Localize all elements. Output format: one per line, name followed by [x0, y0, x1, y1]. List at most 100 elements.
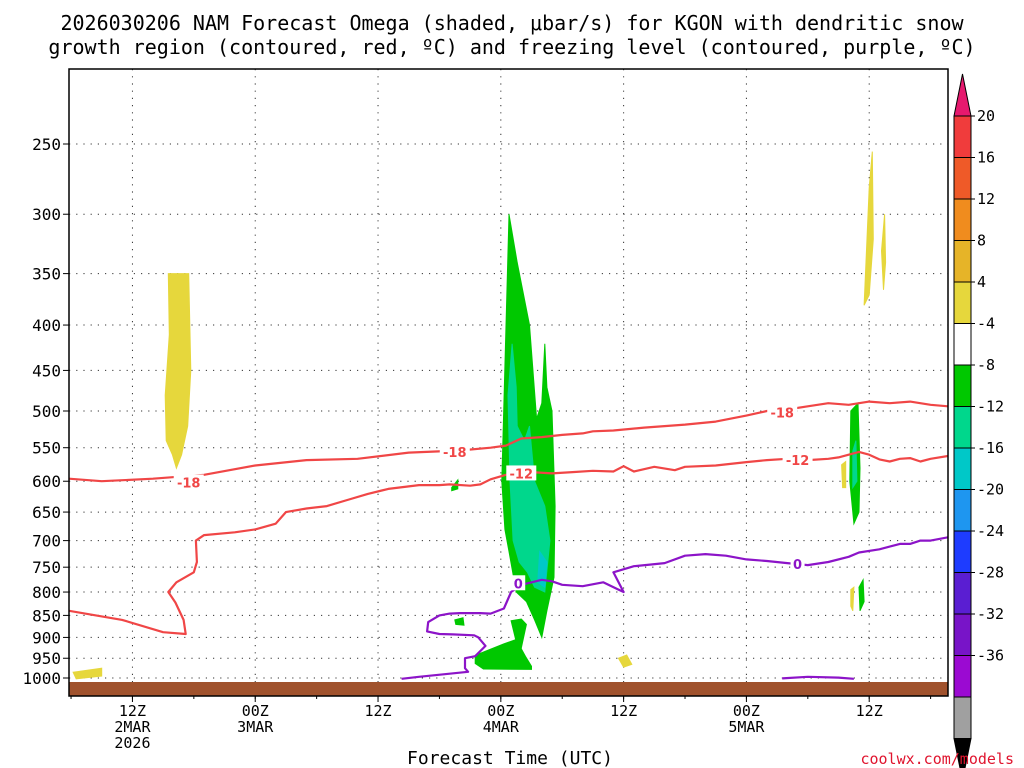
contour-labels: -18 -18 -18 -12 -12 0 0	[173, 404, 813, 592]
contour-label-0-2: -18	[770, 407, 794, 422]
colorbar: 20 16 12 8 4 -4 -8 -12 -16 -20 -24 -28 -32 -36	[953, 73, 1004, 768]
omega-region-4-0	[164, 273, 192, 470]
colorbar-segment-12	[953, 572, 972, 615]
omega-region--8-2	[510, 618, 527, 649]
omega-region-4-1	[72, 667, 103, 680]
contour-line-3	[782, 675, 854, 680]
colorbar-segment-4	[953, 240, 972, 283]
y-tick-label-250: 250	[32, 135, 61, 154]
x-tick-label-0-2: 2026	[114, 734, 150, 752]
colorbar-segment-5	[953, 281, 972, 324]
contour-line-0	[69, 400, 948, 483]
colorbar-segment-11	[953, 530, 972, 573]
contour-lines	[69, 400, 948, 680]
colorbar-label-13: -36	[977, 647, 1004, 665]
omega-region-4-4	[841, 460, 847, 489]
contour-label-0-0: -18	[177, 477, 201, 492]
y-tick-label-1000: 1000	[22, 669, 61, 688]
contour-label-1-1: -12	[786, 454, 810, 469]
colorbar-label-4: 4	[977, 273, 986, 291]
contour-label-2-1: 0	[793, 558, 802, 573]
y-axis: 250 300 350 400 450 500 550 600 650 700 750 800 850 9…	[22, 135, 69, 688]
omega-region--8-4	[454, 617, 465, 626]
y-tick-label-600: 600	[32, 472, 61, 491]
colorbar-segment-14	[953, 655, 972, 698]
colorbar-segment-2	[953, 157, 972, 200]
colorbar-top-arrow	[953, 73, 972, 117]
y-tick-label-500: 500	[32, 402, 61, 421]
y-tick-label-950: 950	[32, 649, 61, 668]
colorbar-segment-3	[953, 198, 972, 241]
x-tick-label-6-0: 12Z	[856, 702, 883, 720]
colorbar-label-8: -16	[977, 439, 1004, 457]
colorbar-label-10: -24	[977, 522, 1004, 540]
contour-label-bg-2-0	[511, 575, 526, 591]
ground-fill	[69, 682, 948, 696]
x-tick-label-0-1: 2MAR	[114, 718, 151, 736]
colorbar-segment-8	[953, 406, 972, 449]
y-tick-label-800: 800	[32, 583, 61, 602]
colorbar-label-3: 8	[977, 232, 986, 250]
x-tick-label-4-0: 12Z	[610, 702, 637, 720]
contour-line-2	[401, 536, 948, 680]
omega-region-4-2	[863, 151, 874, 306]
colorbar-label-2: 12	[977, 190, 995, 208]
x-tick-label-0-0: 12Z	[119, 702, 146, 720]
contour-line-1	[69, 450, 948, 636]
y-tick-label-750: 750	[32, 558, 61, 577]
contour-label-2-0: 0	[514, 577, 523, 592]
colorbar-segment-9	[953, 447, 972, 490]
colorbar-label-0: 20	[977, 107, 995, 125]
ground-band	[69, 682, 948, 696]
contour-label-1-0: -12	[510, 467, 534, 482]
y-tick-label-400: 400	[32, 316, 61, 335]
credit-text: coolwx.com/models	[860, 750, 1014, 768]
omega-region-4-6	[617, 654, 633, 668]
colorbar-label-12: -32	[977, 605, 1004, 623]
contour-label-bg-0-0	[173, 474, 204, 490]
x-tick-label-1-1: 3MAR	[237, 718, 274, 736]
y-tick-label-900: 900	[32, 628, 61, 647]
colorbar-label-11: -28	[977, 564, 1004, 582]
contour-label-bg-0-2	[767, 404, 798, 420]
colorbar-label-6: -8	[977, 356, 995, 374]
omega-region-4-3	[880, 214, 887, 290]
y-tick-label-350: 350	[32, 265, 61, 284]
colorbar-label-9: -20	[977, 481, 1004, 499]
colorbar-segment-6	[953, 323, 972, 366]
y-tick-label-700: 700	[32, 532, 61, 551]
chart-title-line-2: growth region (contoured, red, ºC) and f…	[48, 35, 975, 59]
y-tick-label-650: 650	[32, 503, 61, 522]
omega-region--12-1	[852, 440, 858, 490]
x-tick-label-3-0: 00Z	[487, 702, 514, 720]
colorbar-segment-10	[953, 489, 972, 532]
chart-title-line-1: 2026030206 NAM Forecast Omega (shaded, μ…	[60, 11, 964, 35]
omega-region--8-6	[858, 578, 865, 612]
colorbar-label-7: -12	[977, 398, 1004, 416]
omega-region--16-0	[537, 550, 548, 589]
colorbar-segment-13	[953, 613, 972, 656]
y-tick-label-300: 300	[32, 205, 61, 224]
colorbar-segment-1	[953, 115, 972, 158]
plot-frame	[68, 68, 949, 697]
x-tick-label-5-0: 00Z	[733, 702, 760, 720]
omega-region-4-5	[850, 586, 855, 611]
colorbar-label-5: -4	[977, 315, 995, 333]
omega-region--8-1	[474, 638, 532, 670]
contour-label-bg-1-1	[782, 452, 813, 468]
colorbar-segment-7	[953, 364, 972, 407]
colorbar-bottom-arrow	[953, 738, 972, 768]
y-tick-label-550: 550	[32, 439, 61, 458]
contour-label-bg-0-1	[439, 443, 470, 459]
x-tick-label-1-0: 00Z	[242, 702, 269, 720]
colorbar-segment-15	[953, 696, 972, 739]
contour-label-bg-2-1	[790, 556, 805, 572]
contour-label-0-1: -18	[443, 446, 467, 461]
x-axis-label: Forecast Time (UTC)	[407, 748, 613, 768]
x-tick-label-3-1: 4MAR	[483, 718, 520, 736]
y-tick-label-850: 850	[32, 606, 61, 625]
contour-label-bg-1-0	[506, 465, 537, 481]
y-tick-label-450: 450	[32, 361, 61, 380]
